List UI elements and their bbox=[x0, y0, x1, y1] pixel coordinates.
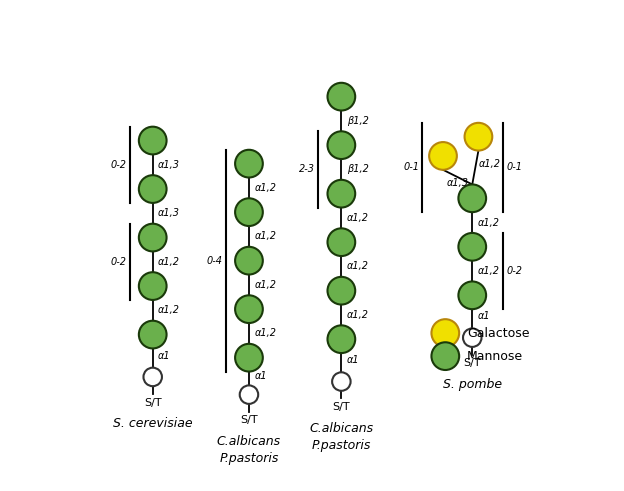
Text: β1,2: β1,2 bbox=[347, 164, 369, 174]
Circle shape bbox=[429, 142, 457, 170]
Text: S. pombe: S. pombe bbox=[442, 378, 502, 391]
Text: 0-4: 0-4 bbox=[207, 256, 223, 266]
Text: Mannose: Mannose bbox=[467, 350, 523, 363]
Text: C.albicans: C.albicans bbox=[310, 422, 373, 435]
Circle shape bbox=[139, 321, 167, 349]
Text: S/T: S/T bbox=[333, 402, 350, 412]
Circle shape bbox=[139, 127, 167, 154]
Text: S/T: S/T bbox=[144, 398, 162, 408]
Circle shape bbox=[328, 83, 355, 110]
Circle shape bbox=[144, 368, 162, 386]
Circle shape bbox=[139, 272, 167, 300]
Circle shape bbox=[235, 344, 263, 372]
Text: α1,2: α1,2 bbox=[347, 310, 369, 320]
Text: α1,2: α1,2 bbox=[255, 328, 276, 338]
Text: α1: α1 bbox=[255, 371, 267, 381]
Circle shape bbox=[328, 131, 355, 159]
Circle shape bbox=[431, 319, 459, 347]
Text: α1,3: α1,3 bbox=[447, 178, 469, 188]
Circle shape bbox=[235, 198, 263, 226]
Text: α1,2: α1,2 bbox=[477, 218, 500, 227]
Circle shape bbox=[459, 233, 486, 261]
Text: C.albicans: C.albicans bbox=[217, 435, 281, 448]
Text: S/T: S/T bbox=[464, 358, 481, 368]
Circle shape bbox=[139, 175, 167, 203]
Circle shape bbox=[235, 295, 263, 323]
Text: α1,2: α1,2 bbox=[158, 257, 180, 267]
Text: α1: α1 bbox=[347, 355, 359, 365]
Text: α1,2: α1,2 bbox=[477, 266, 500, 276]
Text: α1,2: α1,2 bbox=[255, 183, 276, 193]
Circle shape bbox=[328, 326, 355, 353]
Circle shape bbox=[240, 385, 258, 404]
Circle shape bbox=[328, 180, 355, 208]
Text: 0-1: 0-1 bbox=[403, 163, 419, 172]
Circle shape bbox=[463, 328, 482, 347]
Text: α1: α1 bbox=[477, 311, 490, 322]
Text: α1,2: α1,2 bbox=[158, 305, 180, 315]
Text: α1,2: α1,2 bbox=[479, 159, 501, 168]
Circle shape bbox=[328, 277, 355, 304]
Circle shape bbox=[431, 342, 459, 370]
Text: α1,3: α1,3 bbox=[158, 160, 180, 170]
Text: α1,2: α1,2 bbox=[347, 261, 369, 272]
Text: S/T: S/T bbox=[240, 415, 258, 425]
Text: 0-2: 0-2 bbox=[506, 266, 522, 276]
Circle shape bbox=[459, 185, 486, 212]
Text: 0-2: 0-2 bbox=[110, 257, 127, 267]
Circle shape bbox=[235, 247, 263, 274]
Text: α1,2: α1,2 bbox=[255, 280, 276, 290]
Text: P.pastoris: P.pastoris bbox=[311, 438, 371, 452]
Text: α1: α1 bbox=[158, 351, 171, 361]
Circle shape bbox=[328, 228, 355, 256]
Text: α1,3: α1,3 bbox=[158, 208, 180, 218]
Text: 0-2: 0-2 bbox=[110, 160, 127, 170]
Text: Galactose: Galactose bbox=[467, 327, 529, 340]
Text: P.pastoris: P.pastoris bbox=[219, 452, 279, 464]
Text: 2-3: 2-3 bbox=[299, 164, 315, 174]
Circle shape bbox=[459, 281, 486, 309]
Circle shape bbox=[332, 372, 351, 391]
Circle shape bbox=[139, 224, 167, 251]
Text: α1,2: α1,2 bbox=[347, 213, 369, 223]
Text: S. cerevisiae: S. cerevisiae bbox=[113, 417, 193, 430]
Circle shape bbox=[235, 150, 263, 178]
Text: β1,2: β1,2 bbox=[347, 116, 369, 126]
Text: α1,2: α1,2 bbox=[255, 231, 276, 242]
Circle shape bbox=[464, 123, 492, 151]
Text: 0-1: 0-1 bbox=[506, 163, 522, 172]
